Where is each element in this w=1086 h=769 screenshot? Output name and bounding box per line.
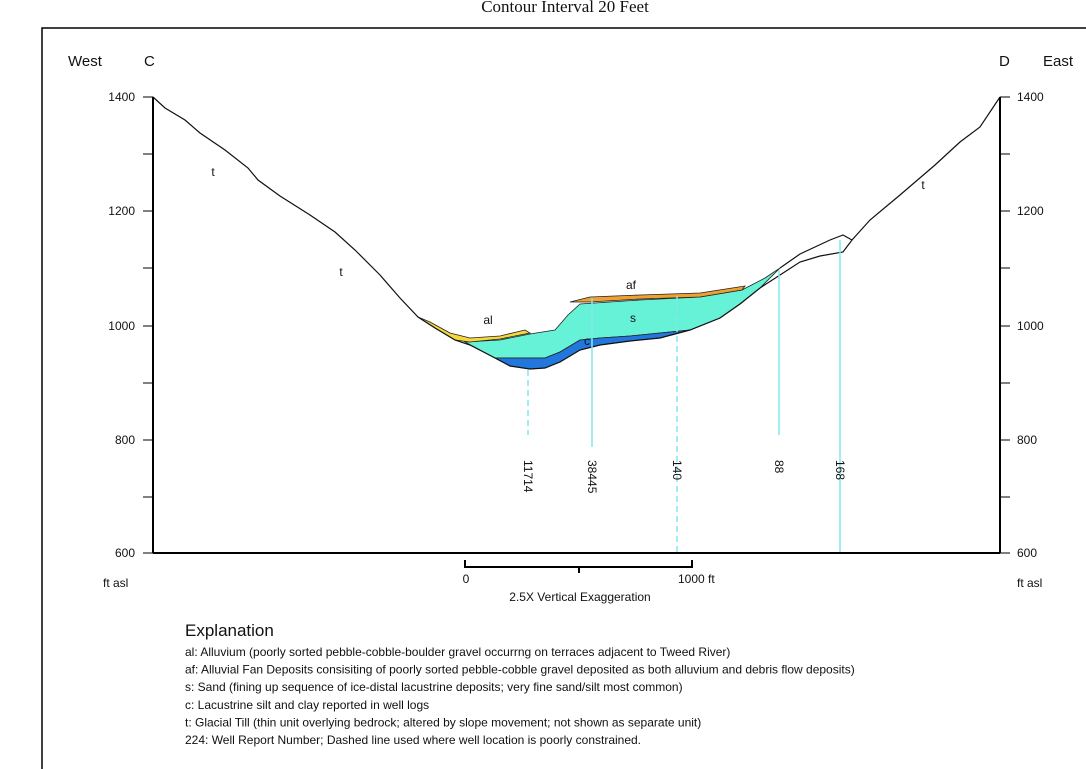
- unit-label: t: [211, 165, 215, 179]
- well-label: 88: [772, 460, 786, 474]
- unit-label: t: [921, 178, 925, 192]
- left-tick-label: 1200: [108, 204, 135, 218]
- right-tick-label: 1400: [1017, 90, 1044, 104]
- cross-section: Contour Interval 20 Feet West C D East f…: [0, 0, 1086, 769]
- explanation-item: c: Lacustrine silt and clay reported in …: [185, 698, 429, 712]
- scale-end: 1000 ft: [678, 572, 715, 586]
- scale-caption: 2.5X Vertical Exaggeration: [509, 590, 650, 604]
- left-tick-label: 1000: [108, 319, 135, 333]
- right-unit: ft asl: [1017, 576, 1042, 590]
- right-tick-label: 800: [1017, 433, 1037, 447]
- explanation-item: 224: Well Report Number; Dashed line use…: [185, 733, 641, 747]
- well-label: 38445: [585, 460, 599, 494]
- title: Contour Interval 20 Feet: [481, 0, 649, 16]
- unit-label: al: [483, 313, 492, 327]
- explanation-item: t: Glacial Till (thin unit overlying bed…: [185, 715, 701, 729]
- unit-label: t: [339, 265, 343, 279]
- right-tick-label: 1000: [1017, 319, 1044, 333]
- explanation-item: af: Alluvial Fan Deposits consisiting of…: [185, 663, 855, 677]
- east-label: East: [1043, 53, 1074, 70]
- explanation-item: s: Sand (fining up sequence of ice-dista…: [185, 680, 683, 694]
- explanation-item: al: Alluvium (poorly sorted pebble-cobbl…: [185, 645, 730, 659]
- well-label: 168: [833, 460, 847, 480]
- left-tick-label: 600: [115, 546, 135, 560]
- scale-zero: 0: [463, 572, 470, 586]
- unit-label: s: [630, 311, 636, 325]
- left-tick-label: 1400: [108, 90, 135, 104]
- unit-label: c: [584, 334, 590, 348]
- left-tick-label: 800: [115, 433, 135, 447]
- right-tick-label: 1200: [1017, 204, 1044, 218]
- well-label: 140: [670, 460, 684, 480]
- unit-label: af: [626, 278, 637, 292]
- well-label: 11714: [521, 460, 535, 493]
- left-unit: ft asl: [103, 576, 128, 590]
- explanation-heading: Explanation: [185, 621, 274, 640]
- upper-surface: [780, 235, 852, 268]
- scale-bar: [465, 560, 692, 573]
- section-start: C: [144, 53, 155, 70]
- section-end: D: [999, 53, 1010, 70]
- right-tick-label: 600: [1017, 546, 1037, 560]
- sand-layer: [465, 268, 780, 358]
- west-label: West: [68, 53, 103, 70]
